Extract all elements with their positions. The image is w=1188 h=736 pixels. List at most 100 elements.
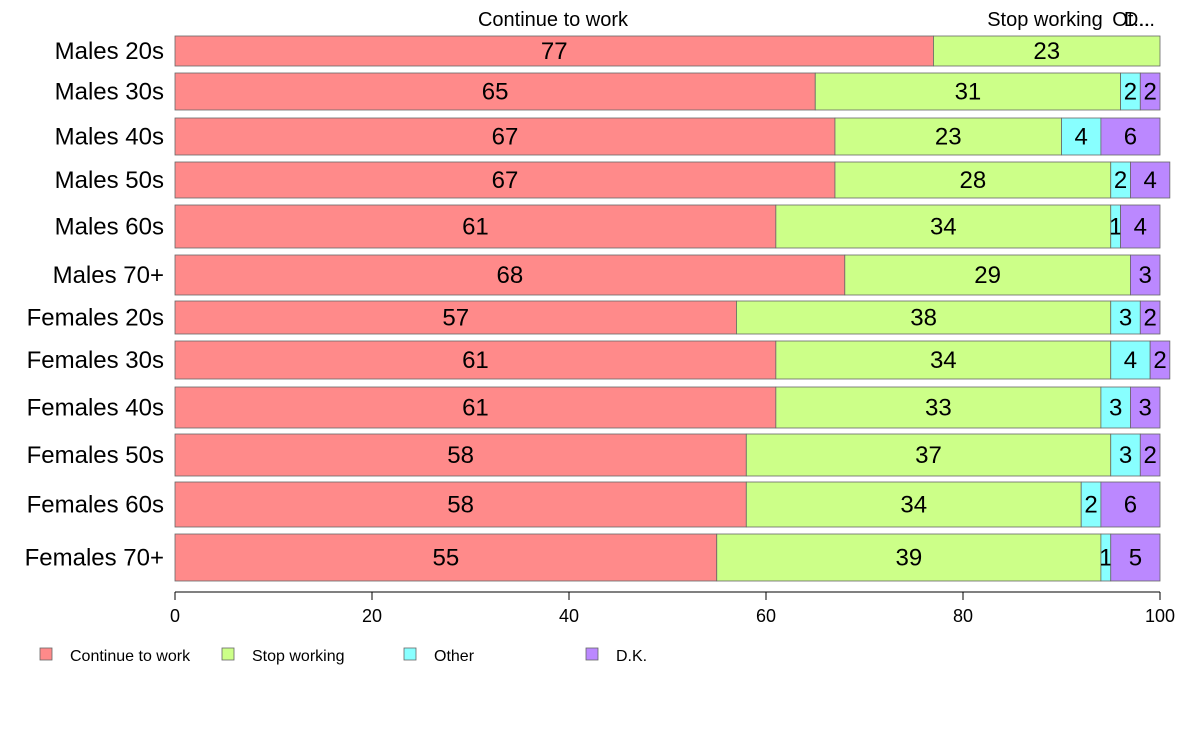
bar-segment: [174, 300, 737, 335]
bar-segment: [1130, 386, 1161, 429]
x-tick-label: 60: [756, 606, 776, 626]
bar-segment: [1110, 340, 1151, 380]
row-label: Females 20s: [27, 305, 164, 332]
legend-swatch: [403, 647, 417, 661]
data-label: 31: [955, 79, 982, 106]
legend-swatch: [39, 647, 53, 661]
data-label: 57: [442, 305, 469, 332]
bar-segment: [174, 254, 846, 296]
bar-segment: [1100, 117, 1161, 156]
bar-segment: [174, 533, 718, 582]
data-label: 34: [930, 347, 957, 374]
data-label: 34: [900, 492, 927, 519]
x-axis: 0 20 40 60 80 100: [170, 591, 1175, 626]
data-label: 5: [1129, 545, 1142, 572]
data-label: 2: [1124, 79, 1137, 106]
row-label: Males 50s: [55, 167, 164, 194]
data-label: 6: [1124, 124, 1137, 151]
x-tick-label: 0: [170, 606, 180, 626]
data-label: 3: [1119, 442, 1132, 469]
data-label: 1: [1099, 545, 1112, 572]
top-label: Continue to work: [478, 9, 629, 31]
data-label: 67: [492, 124, 519, 151]
data-label: 4: [1075, 124, 1088, 151]
bar-segment: [716, 533, 1102, 582]
data-label: 23: [935, 124, 962, 151]
bar-segment: [1110, 533, 1161, 582]
legend-swatch: [221, 647, 235, 661]
data-label: 2: [1143, 442, 1156, 469]
data-label: 29: [974, 262, 1001, 289]
data-label: 67: [492, 167, 519, 194]
bar-segment: [1130, 254, 1161, 296]
bar-segment: [1061, 117, 1102, 156]
bar-segment: [174, 481, 747, 528]
data-label: 2: [1084, 492, 1097, 519]
bar-segment: [745, 481, 1082, 528]
bar-segment: [1110, 433, 1141, 477]
bar-segment: [1139, 433, 1161, 477]
data-label: 58: [447, 442, 474, 469]
bar-segment: [745, 433, 1112, 477]
data-label: 4: [1143, 167, 1156, 194]
legend: Continue to work Stop working Other D.K.: [39, 647, 647, 665]
row-label: Males 60s: [55, 214, 164, 241]
legend-label: Stop working: [252, 648, 345, 665]
data-label: 6: [1124, 492, 1137, 519]
top-category-labels: Continue to work Stop working Ot...D...: [478, 9, 1155, 31]
data-label: 3: [1139, 262, 1152, 289]
row-label: Females 40s: [27, 395, 164, 422]
legend-label: Continue to work: [70, 648, 191, 665]
data-label: 3: [1119, 305, 1132, 332]
data-label: 39: [895, 545, 922, 572]
legend-swatch: [585, 647, 599, 661]
bar-segment: [775, 340, 1112, 380]
data-label: 55: [433, 545, 460, 572]
row-label: Females 50s: [27, 442, 164, 469]
bar-segment: [1149, 340, 1171, 380]
data-label: 3: [1109, 395, 1122, 422]
data-label: 2: [1143, 79, 1156, 106]
bar-segment: [174, 433, 747, 477]
data-label: 65: [482, 79, 509, 106]
top-label: Ot...: [1112, 9, 1150, 31]
bar-segment: [1100, 386, 1131, 429]
data-label: 61: [462, 347, 489, 374]
bar-segment: [834, 117, 1062, 156]
x-tick-label: 20: [362, 606, 382, 626]
data-label: 4: [1134, 214, 1147, 241]
bar-segment: [1139, 300, 1161, 335]
top-label: D...: [1124, 9, 1155, 31]
row-label: Males 40s: [55, 124, 164, 151]
legend-label: D.K.: [616, 648, 647, 665]
row-label: Males 70+: [53, 262, 164, 289]
data-label: 61: [462, 395, 489, 422]
data-label: 77: [541, 38, 568, 65]
bar-segment: [174, 204, 777, 249]
top-label: Stop working: [987, 9, 1103, 31]
data-label: 1: [1109, 214, 1122, 241]
data-label: 38: [910, 305, 937, 332]
data-label: 2: [1153, 347, 1166, 374]
bar-segment: [1139, 72, 1161, 111]
legend-label: Other: [434, 648, 475, 665]
data-label: 2: [1114, 167, 1127, 194]
data-label: 61: [462, 214, 489, 241]
row-label: Females 30s: [27, 347, 164, 374]
bar-segment: [933, 35, 1161, 67]
bar-segment: [1130, 161, 1171, 199]
x-tick-label: 80: [953, 606, 973, 626]
data-label: 58: [447, 492, 474, 519]
row-label: Males 20s: [55, 38, 164, 65]
bar-segment: [736, 300, 1112, 335]
bar-segment: [174, 117, 836, 156]
bar-segment: [834, 161, 1112, 199]
bar-segment: [1100, 481, 1161, 528]
row-label: Males 30s: [55, 79, 164, 106]
x-tick-label: 100: [1145, 606, 1175, 626]
data-label: 68: [497, 262, 524, 289]
data-label: 33: [925, 395, 952, 422]
x-tick-label: 40: [559, 606, 579, 626]
